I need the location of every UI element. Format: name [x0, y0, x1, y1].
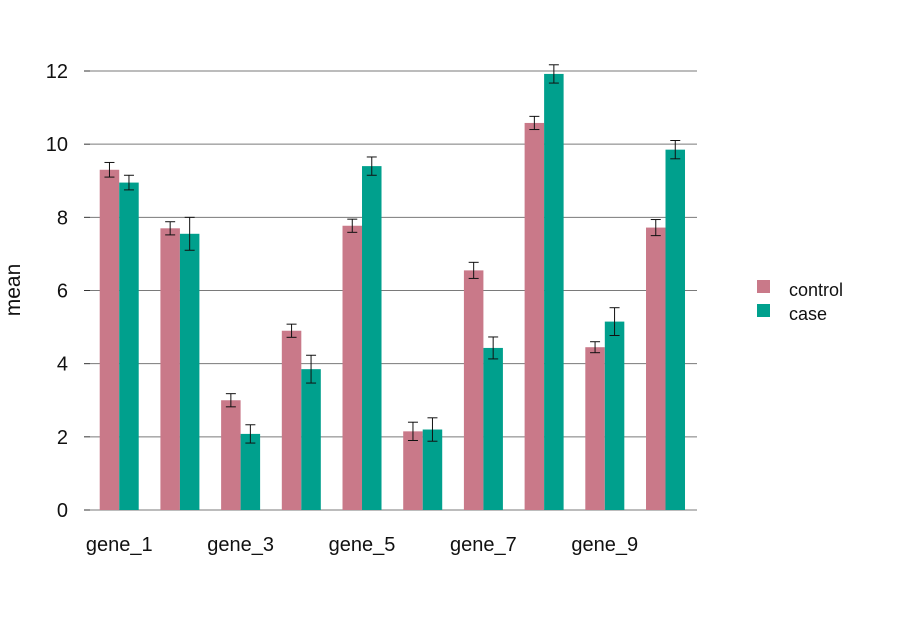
bar-case-gene_9 — [604, 321, 625, 510]
bar-control-gene_3 — [221, 400, 241, 510]
y-tick-label-0: 0 — [57, 500, 68, 522]
bar-case-gene_10 — [665, 149, 686, 510]
bars — [99, 73, 686, 510]
bar-case-gene_1 — [119, 182, 139, 510]
x-tick-label-gene_9: gene_9 — [571, 534, 638, 556]
bar-case-gene_3 — [240, 433, 261, 510]
bar-case-gene_8 — [544, 73, 564, 510]
legend-swatch-control — [757, 280, 770, 293]
bar-case-gene_6 — [422, 429, 443, 510]
y-axis-title: mean — [2, 264, 25, 317]
legend-label-case: case — [789, 304, 827, 324]
bar-case-gene_2 — [179, 233, 200, 510]
x-tick-label-gene_1: gene_1 — [86, 534, 153, 556]
y-tick-label-2: 2 — [57, 427, 68, 449]
bar-case-gene_7 — [483, 347, 503, 510]
bar-control-gene_10 — [646, 227, 666, 510]
bar-control-gene_6 — [403, 431, 423, 510]
bar-control-gene_9 — [585, 347, 605, 510]
bar-case-gene_5 — [362, 166, 382, 510]
bar-control-gene_7 — [463, 270, 484, 510]
x-tick-label-gene_3: gene_3 — [207, 534, 274, 556]
y-tick-label-12: 12 — [46, 61, 68, 83]
x-tick-label-gene_7: gene_7 — [450, 534, 517, 556]
x-axis-ticks: gene_1 gene_3 gene_5 gene_7 gene_9 — [86, 534, 638, 556]
y-tick-label-8: 8 — [57, 207, 68, 229]
y-tick-label-4: 4 — [57, 354, 68, 376]
legend: control case — [757, 280, 843, 324]
y-tick-label-10: 10 — [46, 134, 68, 156]
bar-control-gene_1 — [99, 169, 120, 510]
bar-control-gene_2 — [160, 228, 180, 510]
y-tick-label-6: 6 — [57, 281, 68, 303]
bar-control-gene_8 — [524, 122, 545, 510]
y-axis-ticks: 0 2 4 6 8 10 12 — [46, 61, 90, 522]
legend-swatch-case — [757, 304, 770, 317]
error-bars — [104, 64, 681, 444]
bar-control-gene_4 — [281, 330, 302, 510]
bar-case-gene_4 — [301, 369, 321, 510]
x-tick-label-gene_5: gene_5 — [329, 534, 396, 556]
legend-label-control: control — [789, 280, 843, 300]
bar-control-gene_5 — [342, 225, 363, 510]
